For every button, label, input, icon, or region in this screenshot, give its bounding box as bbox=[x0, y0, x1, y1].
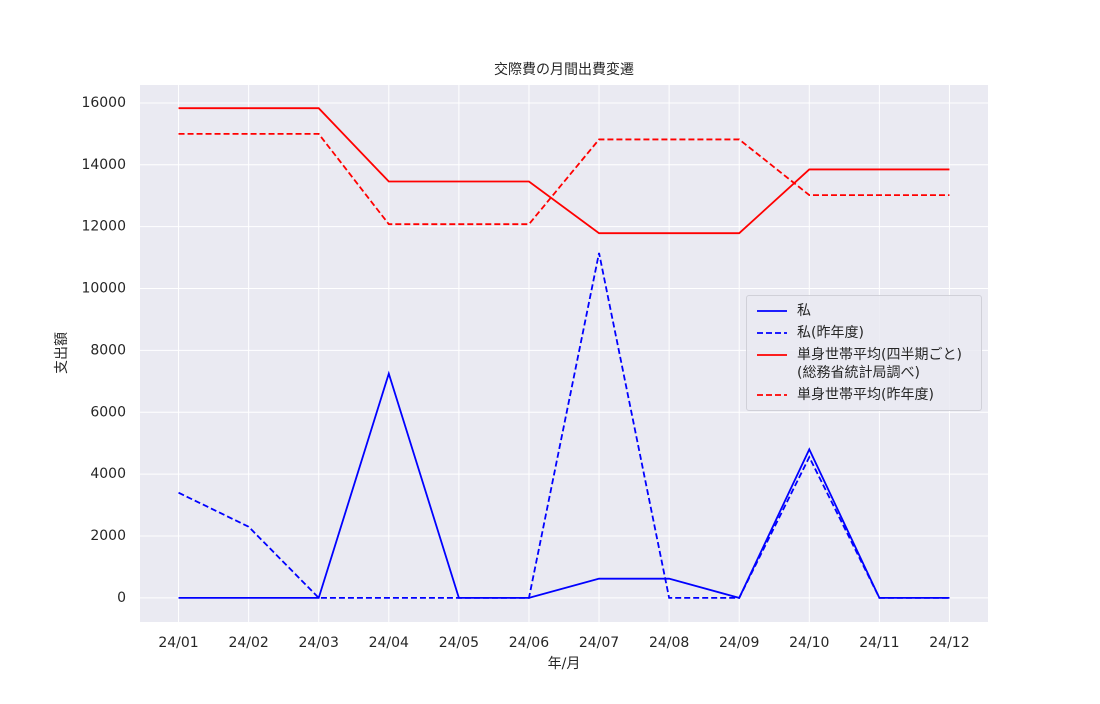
legend-label: 私 bbox=[797, 303, 811, 319]
x-tick-label: 24/09 bbox=[719, 635, 759, 651]
y-tick-label: 12000 bbox=[81, 219, 126, 235]
legend-label: 単身世帯平均(昨年度) bbox=[797, 387, 934, 403]
y-tick-label: 6000 bbox=[90, 404, 126, 420]
y-tick-label: 16000 bbox=[81, 95, 126, 111]
legend-entry: 単身世帯平均(昨年度) bbox=[747, 384, 981, 406]
legend-label: 単身世帯平均(四半期ごと) (総務省統計局調べ) bbox=[797, 347, 962, 381]
x-tick-label: 24/07 bbox=[579, 635, 619, 651]
legend-entry: 単身世帯平均(四半期ごと) (総務省統計局調べ) bbox=[747, 344, 981, 384]
y-tick-label: 2000 bbox=[90, 528, 126, 544]
y-tick-label: 8000 bbox=[90, 342, 126, 358]
x-tick-label: 24/12 bbox=[929, 635, 969, 651]
x-tick-label: 24/10 bbox=[789, 635, 829, 651]
legend-swatch bbox=[757, 394, 787, 396]
chart-title: 交際費の月間出費変遷 bbox=[494, 61, 634, 78]
x-tick-label: 24/02 bbox=[228, 635, 268, 651]
x-tick-label: 24/06 bbox=[509, 635, 549, 651]
legend-swatch bbox=[757, 332, 787, 334]
x-tick-label: 24/04 bbox=[369, 635, 409, 651]
y-tick-label: 14000 bbox=[81, 157, 126, 173]
legend: 私私(昨年度) 単身世帯平均(四半期ごと) (総務省統計局調べ) 単身世帯平均(昨年… bbox=[746, 295, 982, 411]
data-line bbox=[178, 107, 950, 235]
x-tick-label: 24/01 bbox=[158, 635, 198, 651]
legend-swatch bbox=[757, 354, 787, 356]
data-line bbox=[178, 252, 950, 599]
data-line bbox=[178, 370, 950, 599]
x-tick-label: 24/03 bbox=[299, 635, 339, 651]
y-tick-label: 4000 bbox=[90, 466, 126, 482]
y-tick-label: 0 bbox=[117, 590, 126, 606]
legend-entry: 私 bbox=[747, 300, 981, 322]
x-tick-label: 24/11 bbox=[859, 635, 899, 651]
x-tick-label: 24/08 bbox=[649, 635, 689, 651]
y-axis-label: 支出額 bbox=[54, 332, 70, 374]
legend-swatch bbox=[757, 310, 787, 312]
x-axis-label: 年/月 bbox=[548, 656, 581, 672]
legend-entry: 私(昨年度) bbox=[747, 322, 981, 344]
y-tick-label: 10000 bbox=[81, 281, 126, 297]
data-line bbox=[178, 132, 950, 226]
x-tick-label: 24/05 bbox=[439, 635, 479, 651]
legend-label: 私(昨年度) bbox=[797, 325, 864, 341]
